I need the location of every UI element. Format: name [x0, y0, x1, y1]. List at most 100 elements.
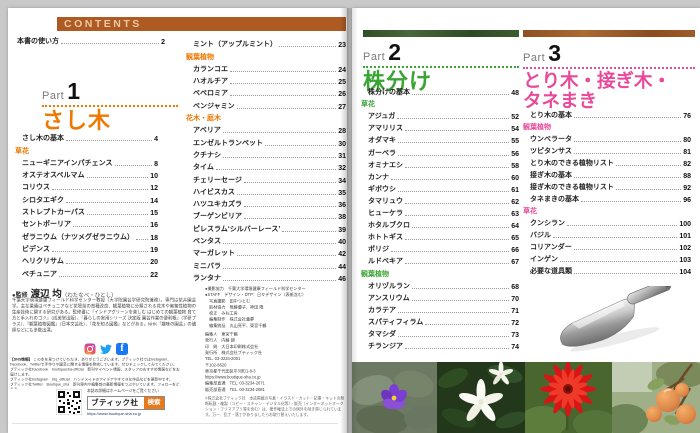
toc-label: カラテア: [368, 306, 396, 314]
toc-label: 草花: [15, 147, 29, 155]
part1-rule: Part 1: [42, 80, 178, 107]
toc-label: セントポーリア: [22, 221, 71, 229]
toc-row: 草花: [361, 97, 519, 109]
dot-leader: [398, 335, 510, 337]
green-leaf-strip: [363, 30, 519, 37]
toc-row: ピレスラム‘シルバーレース’ 39: [186, 221, 346, 234]
page-number: 66: [511, 247, 519, 255]
toc-row: バジル 101: [523, 228, 691, 240]
sns-line-0: この本を見つけていただき、ありがとうございます。ブティック社ではInstagra…: [10, 357, 177, 367]
toc-row: ウンベラータ 80: [523, 132, 691, 144]
page-number: 4: [154, 136, 158, 144]
page-number: 64: [511, 223, 519, 231]
toc-row: ベンジャミン 27: [186, 98, 346, 111]
toc-row: カンナ 60: [361, 170, 519, 182]
toc-row: アジュガ 52: [361, 109, 519, 121]
toc-row: シロタエギク 14: [15, 192, 158, 205]
page-number: 39: [338, 227, 346, 234]
dot-leader: [573, 153, 682, 154]
part3-title: とり木・接ぎ木・ タネまき: [523, 71, 695, 111]
page-number: 100: [679, 221, 691, 228]
toc-label: アンスリウム: [368, 294, 410, 302]
toc-label: 観葉植物: [523, 124, 551, 131]
page-number: 35: [338, 190, 346, 197]
dot-leader: [237, 255, 337, 257]
twitter-icon: [100, 344, 112, 354]
page-number: 22: [150, 271, 158, 279]
dot-leader: [405, 263, 510, 265]
dot-leader: [215, 169, 337, 171]
dot-leader: [51, 250, 149, 252]
toc-row: ギボウシ 61: [361, 182, 519, 194]
toc-row: インゲン 103: [523, 252, 691, 264]
toc-row: 必要な道具類 104: [523, 264, 691, 276]
dot-leader: [398, 311, 510, 313]
page-number: 36: [338, 202, 346, 209]
footer-hairline: [12, 423, 338, 424]
toc-row: ブーゲンビリア 38: [186, 209, 346, 221]
toc-row: 観葉植物: [186, 49, 346, 61]
page-number: 26: [338, 91, 346, 98]
toc-label: ツピタンサス: [530, 148, 572, 155]
dot-leader: [223, 156, 337, 158]
dot-leader: [405, 166, 510, 168]
part1-toc-column1: さし木の基本 4 草花 ニューギニアインパチェンス 8 オステオスペルマム 10: [15, 131, 158, 279]
legal-notice: ©株式会社ブティック社 本誌掲載の写真・イラスト・カット・記事・キットの無断転載…: [205, 396, 345, 418]
toc-row: ガーベラ 56: [361, 145, 519, 158]
part1-number: 1: [67, 78, 80, 104]
trowel-image: [548, 279, 690, 352]
page-number: 81: [683, 149, 691, 156]
toc-row: クチナシ 31: [186, 148, 346, 160]
part2-rule: Part 2: [363, 41, 519, 68]
toc-row: 草花: [15, 143, 158, 155]
dot-leader: [411, 299, 510, 301]
toc-label: ミニバラ: [193, 262, 221, 270]
toc-label: マーガレット: [193, 250, 235, 258]
dot-leader: [567, 225, 678, 226]
instagram-icon: [84, 343, 96, 355]
page-number: 30: [338, 141, 346, 148]
toc-label: シロタエギク: [22, 196, 64, 204]
toc-row: オリヅルラン 68: [361, 279, 519, 291]
toc-row: ミニバラ 44: [186, 258, 346, 271]
toc-label: ミント（アップルミント）: [193, 41, 277, 49]
toc-label: 接ぎ木のできる植物リスト: [530, 184, 614, 191]
page-number: 14: [150, 197, 158, 205]
part3-header: Part 3 とり木・接ぎ木・ タネまき: [523, 42, 695, 111]
page-number: 28: [338, 128, 346, 135]
toc-row: オステオスペルマム 10: [15, 168, 158, 180]
toc-row: オダマキ 55: [361, 133, 519, 145]
dot-leader: [236, 107, 337, 109]
search-button: 検索: [144, 397, 164, 409]
toc-label: ホトトギス: [368, 234, 403, 242]
page-number: 18: [150, 234, 158, 242]
toc-row: ペチュニア 22: [15, 266, 158, 279]
part3-title-line2: タネまき: [523, 89, 598, 111]
dot-leader: [230, 83, 337, 85]
page-number: 56: [511, 150, 519, 158]
toc-label: 観葉植物: [186, 53, 214, 61]
supervisor-bio: 千葉大学環境健康フィールド科学センター教授（大学院園芸学研究院兼務）。専門は花卉…: [12, 297, 196, 333]
dot-leader: [59, 275, 149, 277]
page-number: 10: [150, 173, 158, 181]
supervisor-name: 渡辺 均: [30, 289, 62, 300]
facebook-icon: f: [116, 343, 128, 355]
toc-label: ゼラニウム（ナツメグゼラニウム）: [22, 233, 134, 241]
toc-label: 観葉植物: [361, 270, 389, 278]
usage-row: 本書の使い方 2: [10, 36, 165, 46]
toc-row: タマリュウ 62: [361, 194, 519, 206]
toc-label: ギボウシ: [368, 185, 396, 193]
brown-soil-strip: [523, 30, 695, 37]
toc-label: ウンベラータ: [530, 136, 572, 143]
toc-row: 接ぎ木のできる植物リスト 92: [523, 180, 691, 192]
dot-leader: [581, 201, 682, 202]
part3-toc-column: とり木の基本 76 観葉植物 ウンベラータ 80 ツピタンサス 81: [523, 108, 691, 276]
toc-label: ペペロミア: [193, 90, 228, 98]
toc-label: ランタナ: [193, 274, 221, 282]
toc-label: さし木の基本: [22, 135, 64, 143]
toc-label: とり木の基本: [530, 112, 572, 119]
toc-label: クチナシ: [193, 151, 221, 159]
dot-leader: [574, 177, 682, 178]
dot-leader: [244, 206, 337, 208]
